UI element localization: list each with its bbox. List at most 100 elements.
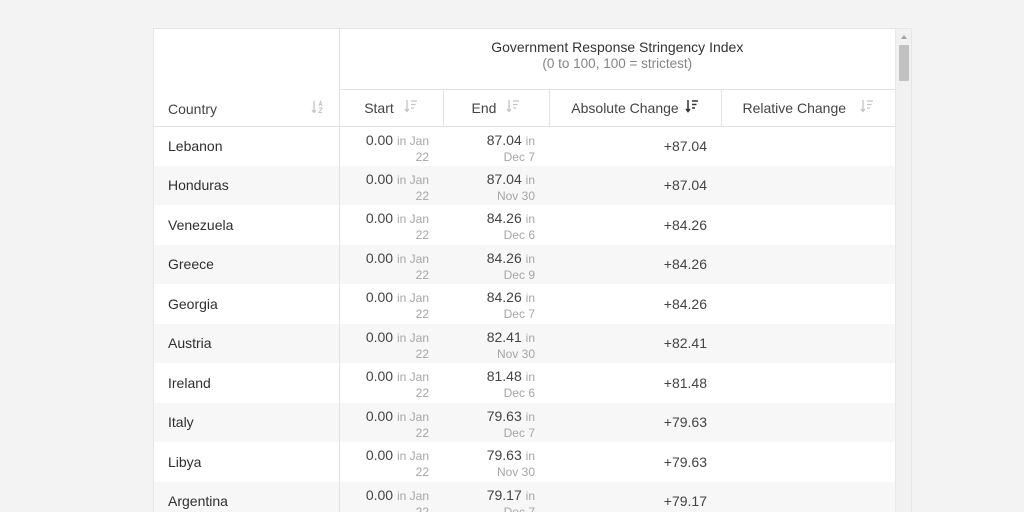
table-row: Italy 0.00 in Jan 22 79.63 in Dec 7 +79.…: [154, 403, 895, 443]
start-cell: 0.00 in Jan 22: [339, 245, 443, 285]
start-in-label: in Jan: [397, 370, 429, 384]
end-in-label: in: [526, 410, 535, 424]
relative-change-cell: [721, 403, 895, 443]
end-value: 84.26: [487, 289, 522, 305]
column-header-relative-change-label: Relative Change: [743, 100, 847, 116]
absolute-change-cell: +87.04: [549, 166, 721, 206]
country-name: Georgia: [168, 296, 218, 312]
end-value: 79.63: [487, 447, 522, 463]
column-header-country-label: Country: [168, 101, 217, 117]
relative-change-cell: [721, 284, 895, 324]
country-cell: Honduras: [154, 166, 339, 206]
column-header-country[interactable]: Country: [154, 90, 339, 127]
country-name: Ireland: [168, 375, 211, 391]
sort-desc-active-icon[interactable]: [685, 99, 699, 116]
absolute-change-value: +79.63: [664, 454, 707, 470]
end-value: 84.26: [487, 210, 522, 226]
absolute-change-cell: +84.26: [549, 284, 721, 324]
start-value: 0.00: [366, 171, 393, 187]
country-name: Venezuela: [168, 217, 233, 233]
table-row: Georgia 0.00 in Jan 22 84.26 in Dec 7 +8…: [154, 284, 895, 324]
column-header-relative-change[interactable]: Relative Change: [721, 90, 895, 127]
country-cell: Austria: [154, 324, 339, 364]
relative-change-cell: [721, 245, 895, 285]
indicator-subtitle: (0 to 100, 100 = strictest): [340, 56, 896, 72]
absolute-change-cell: +81.48: [549, 363, 721, 403]
column-header-absolute-change[interactable]: Absolute Change: [549, 90, 721, 127]
start-date: 22: [340, 464, 430, 481]
country-name: Libya: [168, 454, 201, 470]
relative-change-cell: [721, 324, 895, 364]
end-in-label: in: [526, 331, 535, 345]
absolute-change-cell: +79.17: [549, 482, 721, 512]
end-date: Nov 30: [443, 346, 535, 363]
start-in-label: in Jan: [397, 331, 429, 345]
start-date: 22: [340, 306, 430, 323]
start-in-label: in Jan: [397, 173, 429, 187]
end-cell: 79.63 in Nov 30: [443, 442, 549, 482]
absolute-change-value: +87.04: [664, 177, 707, 193]
sort-desc-icon[interactable]: [860, 99, 874, 116]
country-name: Austria: [168, 335, 212, 351]
start-date: 22: [340, 385, 430, 402]
country-cell: Venezuela: [154, 205, 339, 245]
start-in-label: in Jan: [397, 449, 429, 463]
group-header-empty: [154, 29, 339, 90]
start-cell: 0.00 in Jan 22: [339, 403, 443, 443]
sort-alpha-icon[interactable]: [311, 100, 325, 117]
vertical-scrollbar[interactable]: [895, 29, 911, 512]
end-in-label: in: [526, 252, 535, 266]
indicator-title: Government Response Stringency Index: [491, 39, 743, 55]
start-cell: 0.00 in Jan 22: [339, 126, 443, 166]
relative-change-cell: [721, 482, 895, 512]
column-header-start[interactable]: Start: [339, 90, 443, 127]
start-value: 0.00: [366, 329, 393, 345]
end-date: Dec 7: [443, 149, 535, 166]
country-name: Argentina: [168, 493, 228, 509]
start-date: 22: [340, 149, 430, 166]
sort-desc-icon[interactable]: [404, 99, 418, 116]
end-date: Dec 6: [443, 227, 535, 244]
table-container: Government Response Stringency Index (0 …: [154, 29, 895, 512]
end-cell: 84.26 in Dec 6: [443, 205, 549, 245]
start-date: 22: [340, 188, 430, 205]
column-header-end[interactable]: End: [443, 90, 549, 127]
start-value: 0.00: [366, 250, 393, 266]
start-date: 22: [340, 346, 430, 363]
end-date: Dec 9: [443, 267, 535, 284]
end-in-label: in: [526, 291, 535, 305]
start-cell: 0.00 in Jan 22: [339, 205, 443, 245]
end-cell: 82.41 in Nov 30: [443, 324, 549, 364]
end-in-label: in: [526, 489, 535, 503]
absolute-change-cell: +79.63: [549, 442, 721, 482]
scroll-up-arrow-icon[interactable]: [896, 31, 911, 43]
start-cell: 0.00 in Jan 22: [339, 363, 443, 403]
table-row: Libya 0.00 in Jan 22 79.63 in Nov 30 +79…: [154, 442, 895, 482]
start-cell: 0.00 in Jan 22: [339, 166, 443, 206]
country-cell: Lebanon: [154, 126, 339, 166]
start-value: 0.00: [366, 289, 393, 305]
start-cell: 0.00 in Jan 22: [339, 442, 443, 482]
end-cell: 87.04 in Nov 30: [443, 166, 549, 206]
relative-change-cell: [721, 442, 895, 482]
start-date: 22: [340, 267, 430, 284]
relative-change-cell: [721, 205, 895, 245]
start-in-label: in Jan: [397, 252, 429, 266]
column-header-start-label: Start: [364, 100, 394, 116]
absolute-change-value: +82.41: [664, 335, 707, 351]
start-cell: 0.00 in Jan 22: [339, 324, 443, 364]
end-cell: 79.63 in Dec 7: [443, 403, 549, 443]
end-date: Dec 7: [443, 425, 535, 442]
end-value: 82.41: [487, 329, 522, 345]
end-value: 87.04: [487, 132, 522, 148]
end-in-label: in: [526, 449, 535, 463]
end-value: 87.04: [487, 171, 522, 187]
end-date: Dec 6: [443, 385, 535, 402]
sort-desc-icon[interactable]: [506, 99, 520, 116]
country-cell: Ireland: [154, 363, 339, 403]
start-value: 0.00: [366, 368, 393, 384]
table-row: Venezuela 0.00 in Jan 22 84.26 in Dec 6 …: [154, 205, 895, 245]
scrollbar-thumb[interactable]: [899, 45, 909, 81]
table-row: Lebanon 0.00 in Jan 22 87.04 in Dec 7 +8…: [154, 126, 895, 166]
absolute-change-value: +84.26: [664, 217, 707, 233]
